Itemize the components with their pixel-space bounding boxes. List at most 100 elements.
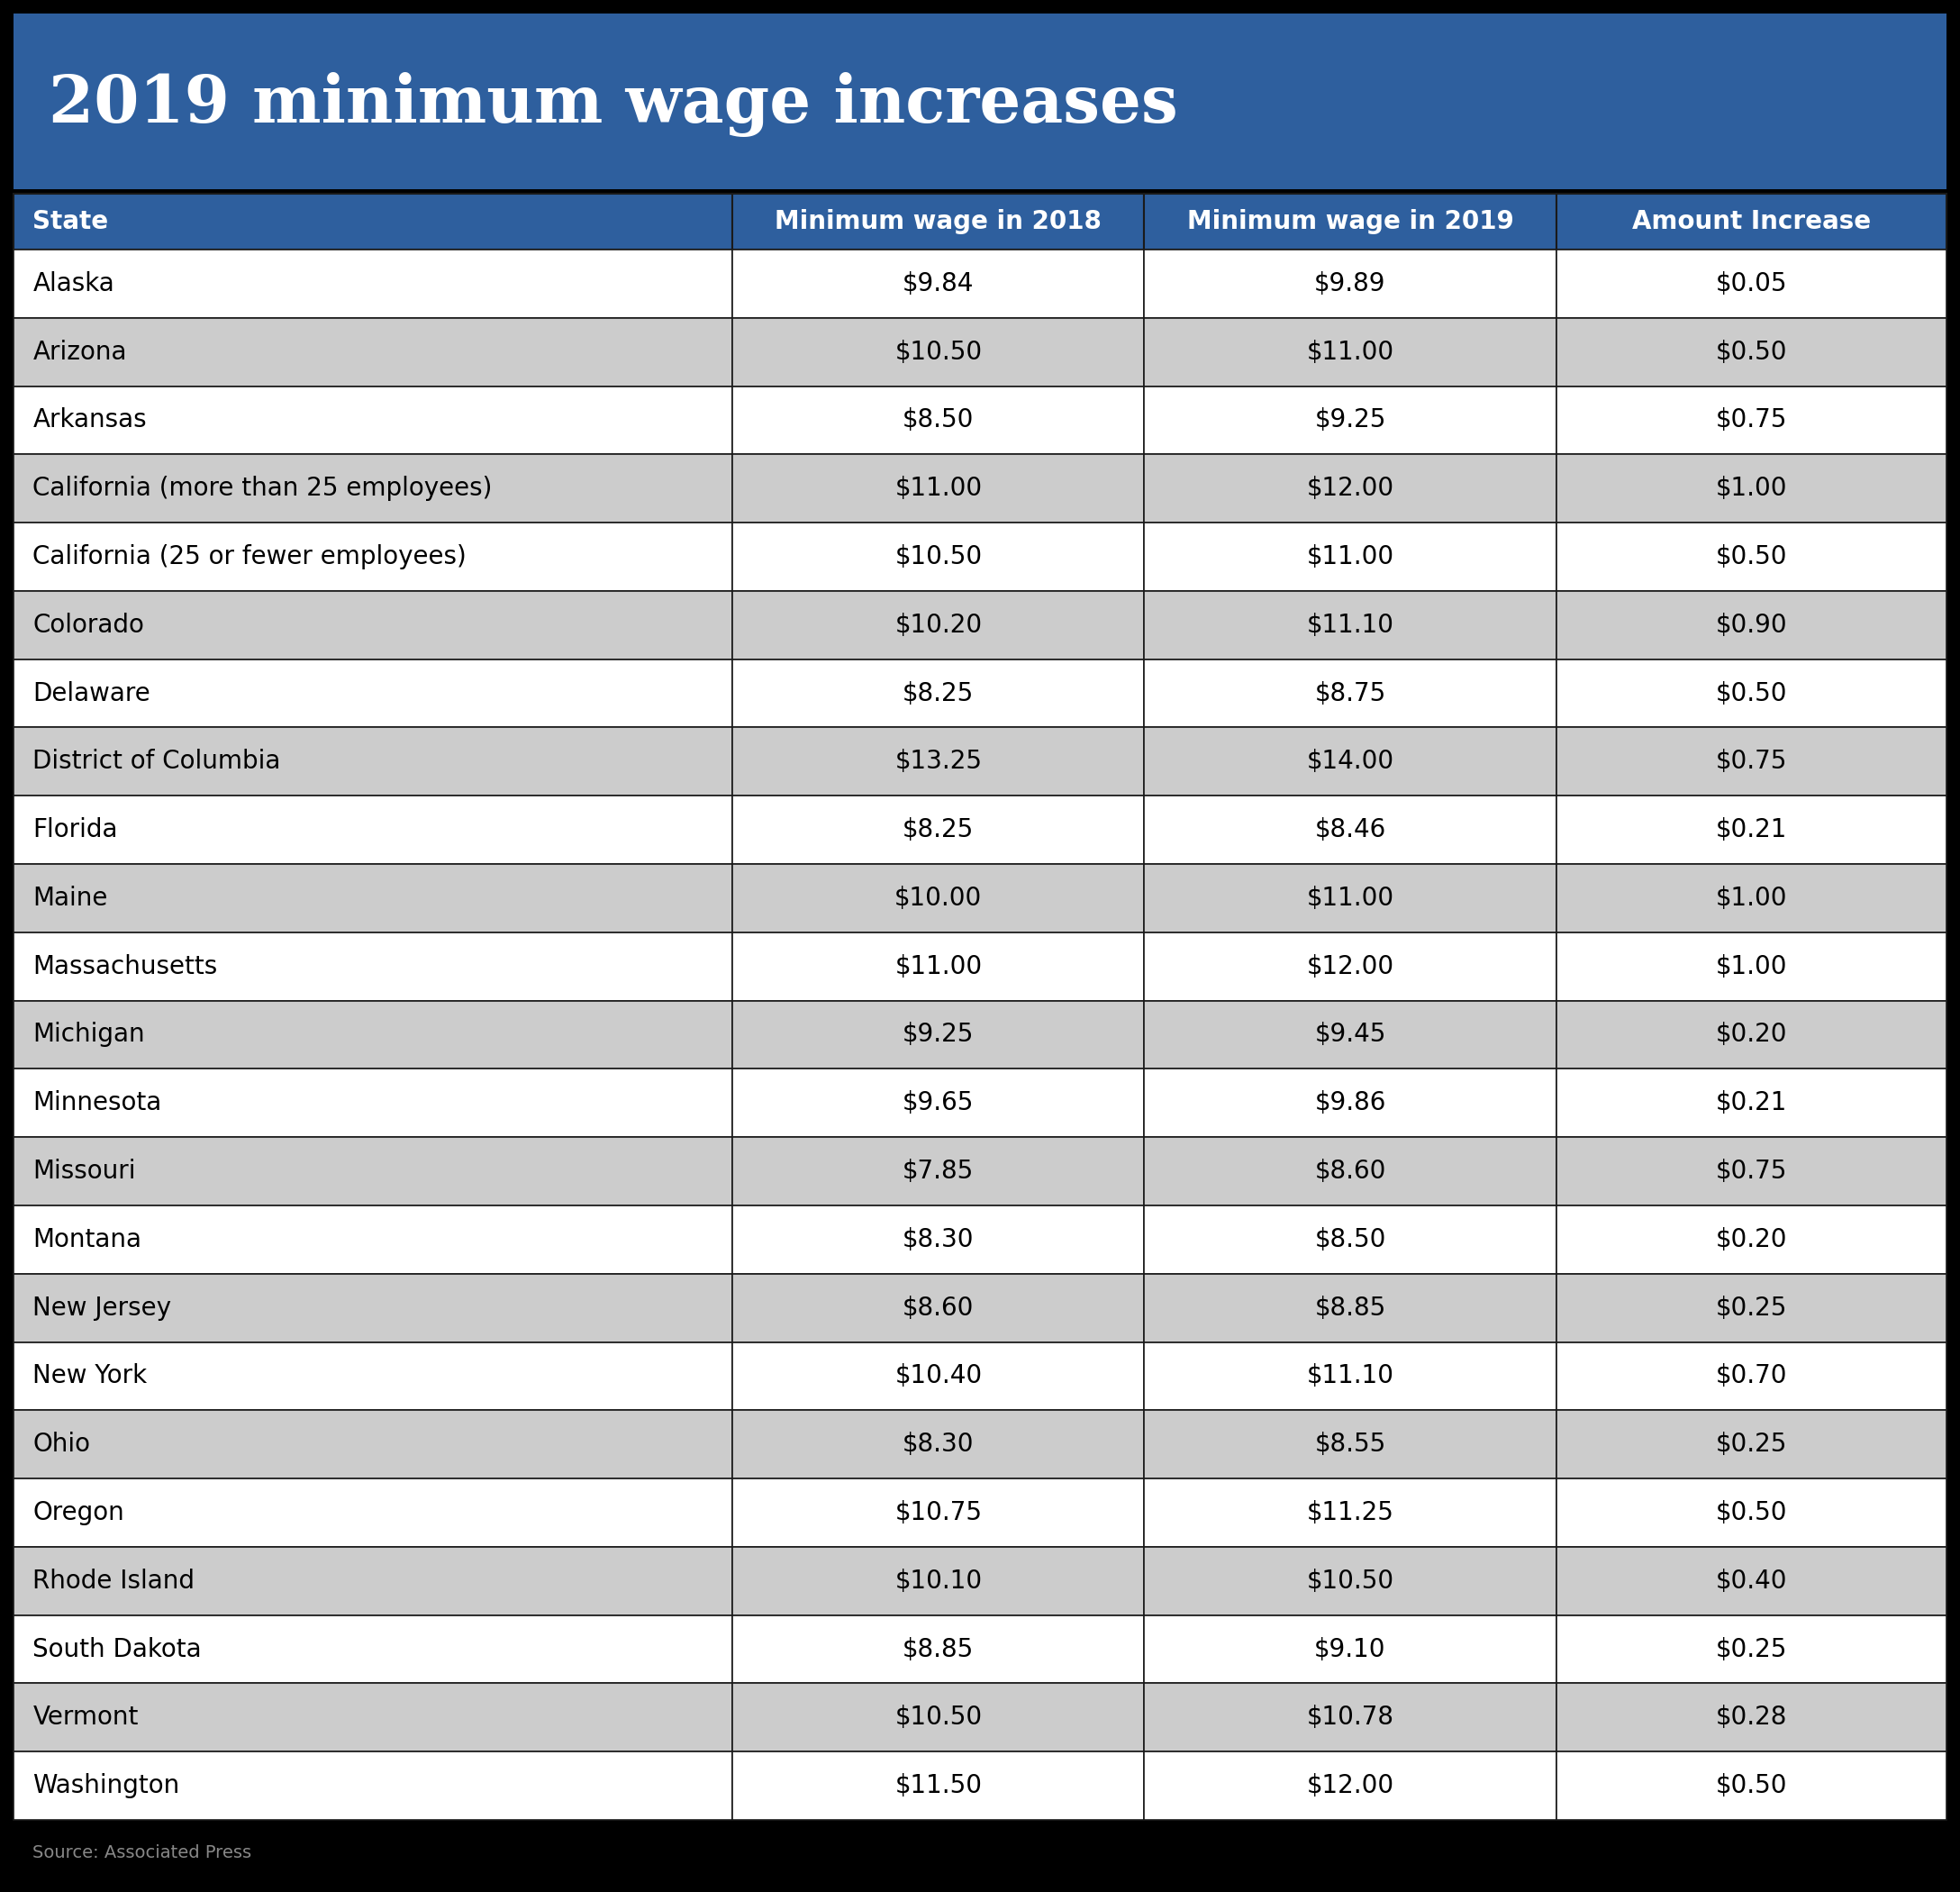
- Bar: [1556, 658, 1946, 728]
- Bar: [1145, 1205, 1556, 1273]
- Bar: [1145, 865, 1556, 933]
- Bar: [1556, 1410, 1946, 1478]
- Text: $0.50: $0.50: [1715, 681, 1788, 706]
- Text: $12.00: $12.00: [1307, 477, 1394, 501]
- Bar: [14, 1341, 733, 1410]
- Bar: [1556, 1478, 1946, 1548]
- Text: $13.25: $13.25: [896, 749, 982, 774]
- Bar: [733, 522, 1145, 590]
- Bar: [733, 193, 1145, 250]
- Text: District of Columbia: District of Columbia: [33, 749, 280, 774]
- Text: $0.20: $0.20: [1715, 1226, 1788, 1253]
- Bar: [1556, 454, 1946, 522]
- Text: 2019 minimum wage increases: 2019 minimum wage increases: [49, 72, 1178, 138]
- Text: $10.50: $10.50: [1307, 1568, 1394, 1593]
- Bar: [14, 193, 733, 250]
- Bar: [14, 1001, 733, 1069]
- Bar: [1145, 318, 1556, 386]
- Text: $1.00: $1.00: [1715, 885, 1788, 910]
- Bar: [733, 658, 1145, 728]
- Text: $8.85: $8.85: [1315, 1296, 1386, 1321]
- Text: $0.50: $0.50: [1715, 339, 1788, 365]
- Bar: [1556, 1752, 1946, 1820]
- Bar: [1145, 1137, 1556, 1205]
- Text: Michigan: Michigan: [33, 1022, 145, 1048]
- Bar: [1145, 1616, 1556, 1684]
- Bar: [1145, 797, 1556, 865]
- Bar: [14, 250, 733, 318]
- Bar: [1556, 193, 1946, 250]
- Bar: [733, 1341, 1145, 1410]
- Text: $0.75: $0.75: [1715, 1158, 1788, 1184]
- Text: Missouri: Missouri: [33, 1158, 135, 1184]
- Bar: [14, 865, 733, 933]
- Text: $0.70: $0.70: [1715, 1364, 1788, 1389]
- Text: $11.00: $11.00: [1307, 339, 1394, 365]
- Bar: [733, 1205, 1145, 1273]
- Text: New Jersey: New Jersey: [33, 1296, 172, 1321]
- Text: Arkansas: Arkansas: [33, 407, 147, 433]
- Text: $12.00: $12.00: [1307, 1773, 1394, 1799]
- Bar: [1145, 933, 1556, 1001]
- Text: $10.78: $10.78: [1307, 1705, 1394, 1729]
- Bar: [733, 933, 1145, 1001]
- Bar: [1556, 1137, 1946, 1205]
- Bar: [1145, 1341, 1556, 1410]
- Text: $10.50: $10.50: [894, 1705, 982, 1729]
- Text: Massachusetts: Massachusetts: [33, 954, 218, 978]
- Text: $8.50: $8.50: [1315, 1226, 1386, 1253]
- Bar: [1556, 590, 1946, 658]
- Text: $9.84: $9.84: [904, 271, 974, 297]
- Bar: [14, 1616, 733, 1684]
- Bar: [14, 1410, 733, 1478]
- Bar: [1145, 590, 1556, 658]
- Bar: [1556, 728, 1946, 797]
- Bar: [14, 797, 733, 865]
- Bar: [14, 1478, 733, 1548]
- Bar: [14, 13, 1946, 189]
- Bar: [1145, 1752, 1556, 1820]
- Text: $11.10: $11.10: [1307, 613, 1394, 638]
- Text: California (more than 25 employees): California (more than 25 employees): [33, 477, 492, 501]
- Text: $10.10: $10.10: [894, 1568, 982, 1593]
- Text: Minimum wage in 2019: Minimum wage in 2019: [1188, 208, 1513, 235]
- Bar: [14, 1273, 733, 1341]
- Bar: [14, 1205, 733, 1273]
- Bar: [1556, 1001, 1946, 1069]
- Bar: [1556, 1205, 1946, 1273]
- Text: $10.40: $10.40: [894, 1364, 982, 1389]
- Text: Source: Associated Press: Source: Associated Press: [33, 1845, 251, 1862]
- Bar: [14, 658, 733, 728]
- Text: $0.25: $0.25: [1715, 1432, 1788, 1457]
- Bar: [1145, 1548, 1556, 1616]
- Bar: [733, 1001, 1145, 1069]
- Text: $0.25: $0.25: [1715, 1637, 1788, 1661]
- Bar: [733, 797, 1145, 865]
- Text: $10.00: $10.00: [894, 885, 982, 910]
- Bar: [1556, 797, 1946, 865]
- Text: $9.45: $9.45: [1315, 1022, 1386, 1048]
- Bar: [1556, 250, 1946, 318]
- Text: $8.50: $8.50: [904, 407, 974, 433]
- Bar: [733, 590, 1145, 658]
- Text: $0.28: $0.28: [1715, 1705, 1788, 1729]
- Text: $9.25: $9.25: [1315, 407, 1386, 433]
- Bar: [1145, 250, 1556, 318]
- Text: $11.00: $11.00: [1307, 885, 1394, 910]
- Text: $11.10: $11.10: [1307, 1364, 1394, 1389]
- Bar: [14, 590, 733, 658]
- Text: $9.86: $9.86: [1315, 1090, 1386, 1116]
- Bar: [1145, 1069, 1556, 1137]
- Text: $9.10: $9.10: [1315, 1637, 1386, 1661]
- Bar: [733, 1273, 1145, 1341]
- Text: $1.00: $1.00: [1715, 954, 1788, 978]
- Bar: [733, 1478, 1145, 1548]
- Text: Colorado: Colorado: [33, 613, 145, 638]
- Bar: [1145, 658, 1556, 728]
- Bar: [1145, 522, 1556, 590]
- Bar: [733, 1410, 1145, 1478]
- Text: $9.89: $9.89: [1315, 271, 1386, 297]
- Bar: [1145, 193, 1556, 250]
- Text: Amount Increase: Amount Increase: [1633, 208, 1870, 235]
- Text: New York: New York: [33, 1364, 147, 1389]
